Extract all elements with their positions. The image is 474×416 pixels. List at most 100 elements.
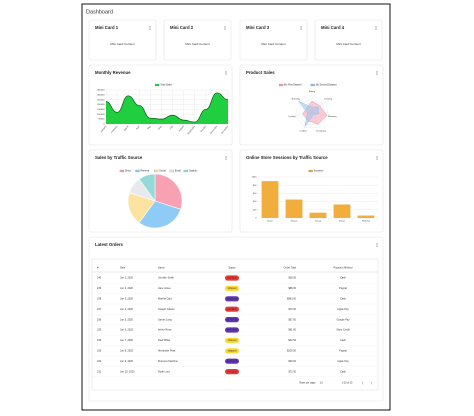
mini-card-content: Mini Card Content [336,42,360,46]
status-chip [225,369,239,375]
x-tick-label: Search [291,220,299,223]
status-label: delivered [227,318,238,321]
page-arrow[interactable] [361,381,364,385]
menu-dot[interactable] [376,158,378,160]
radar-label: Cycling [288,116,296,118]
cell: $38.00 [288,277,296,280]
x-tick-label: Email [339,221,345,223]
y-tick-label: 400 [253,201,257,203]
cell: 237 [97,308,102,311]
menu-dot[interactable] [376,72,378,74]
cell: Cash [340,339,346,342]
status-chip [225,337,239,343]
cell: 235 [97,329,102,332]
cell: Cash [340,370,346,373]
menu-dot[interactable] [224,26,226,28]
legend-swatch [154,169,159,173]
mini-card-title: Mini Card 3 [246,25,270,30]
cell: Cash [340,277,346,280]
menu-dot[interactable] [376,73,378,75]
column-header: Name [158,267,165,270]
x-tick-label: Social [315,221,321,223]
x-tick-label: August [178,125,185,132]
status-label: shipped [228,349,237,352]
legend-label: Organic [189,170,198,173]
menu-dot[interactable] [300,27,302,29]
menu-dot[interactable] [376,244,378,246]
bar [285,199,303,218]
menu-dot[interactable] [225,158,227,160]
legend-label: My Second Dataset [316,84,337,87]
menu-dot[interactable] [376,157,378,159]
cell: 233 [97,349,102,352]
status-chip [225,348,239,354]
menu-dot[interactable] [149,27,151,29]
y-tick-label: 200000 [97,104,105,106]
cell: $72.00 [288,370,296,373]
menu-dot[interactable] [300,26,302,28]
menu-dot[interactable] [149,26,151,28]
cell: 238 [97,297,102,300]
column-header: Payment Method [334,267,354,270]
y-tick-label: 300000 [97,94,105,96]
x-tick-label: January [100,124,108,133]
menu-dot[interactable] [224,27,226,29]
status-chip [225,358,239,364]
cell: Jun 10, 2020 [120,370,135,373]
menu-dot[interactable] [225,156,227,158]
y-tick-label: 1000 [252,177,258,179]
menu-dot[interactable] [224,28,226,30]
menu-dot[interactable] [149,28,151,30]
legend-swatch [310,83,315,87]
status-chip [225,327,239,333]
column-header: # [97,267,99,270]
page-arrow[interactable] [370,381,373,385]
cell: Jane Jones [158,287,172,290]
menu-dot[interactable] [300,28,302,30]
card [88,64,233,146]
menu-dot[interactable] [375,28,377,30]
menu-dot[interactable] [376,71,378,73]
cell: Florence Machine [158,360,178,363]
status-chip [225,285,239,291]
x-tick-label: September [187,125,196,135]
cell: Jun 4, 2020 [120,308,134,311]
cell: James Long [158,318,172,321]
legend-swatch [308,169,313,173]
bar [357,215,375,218]
mini-card-title: Mini Card 1 [95,25,119,30]
menu-dot[interactable] [376,245,378,247]
cell: $863.00 [287,297,297,300]
card [314,19,383,61]
mini-card-content: Mini Card Content [185,42,209,46]
cell: Apple Pay [337,308,349,311]
menu-dot[interactable] [225,157,227,159]
pie-slice [138,200,182,229]
menu-dot[interactable] [376,243,378,245]
status-chip [225,296,239,302]
x-tick-label: June [158,125,163,131]
cell: Jun 1, 2020 [120,277,134,280]
cell: 234 [97,339,102,342]
cell: Paul White [158,339,171,342]
y-tick-label: 0 [255,218,257,220]
chart-title: Product Sales [246,70,275,75]
legend-label: Referral [141,170,150,173]
radar-label: Drinking [324,98,333,101]
legend-swatch [119,169,125,173]
menu-dot[interactable] [225,71,227,73]
cell: $70.00 [288,308,296,311]
cell: Martha Card [158,297,173,300]
menu-dot[interactable] [376,156,378,158]
mini-card-content: Mini Card Content [261,42,285,46]
bar [261,181,279,218]
cell: 240 [97,277,102,280]
menu-dot[interactable] [375,26,377,28]
menu-dot[interactable] [225,72,227,74]
rows-per-page[interactable]: 10 [320,382,323,385]
cell: Google Pay [336,318,350,321]
menu-dot[interactable] [375,27,377,29]
menu-dot[interactable] [225,73,227,75]
status-label: delivered [227,329,238,332]
